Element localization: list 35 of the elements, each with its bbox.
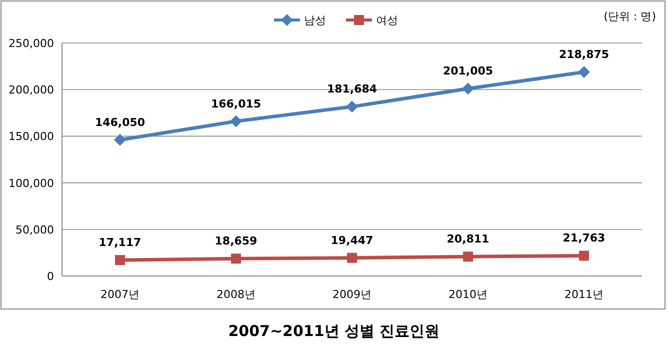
data-label: 19,447	[330, 234, 374, 247]
x-tick-label: 2010년	[448, 288, 488, 301]
y-tick-label: 200,000	[8, 84, 54, 97]
x-tick-label: 2008년	[216, 288, 256, 301]
data-label: 218,875	[558, 48, 610, 62]
point	[347, 252, 357, 263]
data-label: 181,684	[326, 82, 378, 96]
data-label: 18,659	[214, 234, 258, 248]
point	[579, 250, 589, 261]
legend-label: 남성	[304, 14, 326, 27]
data-label: 166,015	[210, 97, 262, 110]
y-tick-label: 100,000	[8, 176, 54, 190]
x-tick-label: 2009년	[332, 288, 372, 301]
point	[346, 100, 358, 113]
y-tick-label: 0	[47, 270, 54, 283]
point	[231, 254, 241, 264]
y-tick-label: 150,000	[8, 130, 54, 144]
point	[578, 66, 590, 78]
legend-label: 여성	[376, 14, 398, 27]
x-tick-label: 2011년	[564, 288, 604, 301]
y-tick-label: 250,000	[8, 37, 54, 50]
data-label: 201,005	[442, 64, 494, 78]
point	[115, 255, 125, 266]
data-label: 20,811	[446, 232, 490, 246]
point	[230, 115, 242, 128]
data-label: 21,763	[562, 232, 606, 245]
y-tick-label: 50,000	[16, 223, 54, 236]
data-label: 146,050	[94, 116, 146, 129]
x-tick-label: 2007년	[100, 288, 140, 301]
point	[463, 252, 473, 262]
text: 2007~2011년 성별 진료인원	[228, 322, 440, 340]
text: (단위 : 명)	[604, 10, 656, 23]
data-label: 17,117	[98, 236, 142, 250]
point	[462, 82, 474, 95]
point	[114, 134, 126, 146]
